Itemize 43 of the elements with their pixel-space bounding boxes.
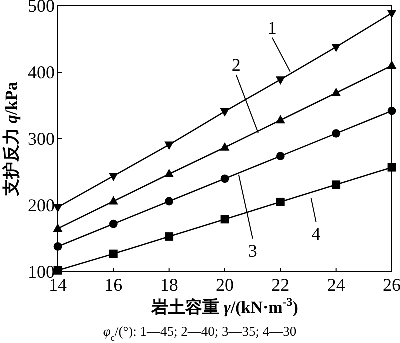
point <box>54 242 62 251</box>
x-axis-title: 岩土容重 γ/(kN·m$^{-3}$) <box>150 295 298 317</box>
x-tick-label: 24 <box>327 275 346 295</box>
point <box>164 169 174 178</box>
point <box>276 115 286 124</box>
y-axis-title: 支护反力 q/kPa <box>2 82 21 197</box>
point <box>332 129 341 138</box>
point <box>220 108 230 117</box>
x-tick-label: 16 <box>104 275 123 295</box>
point <box>220 142 230 151</box>
point <box>220 174 230 184</box>
text: φ$_{c}$/(°): 1—45; 2—40; 3—35; 4—30 <box>103 324 297 343</box>
y-tick-label: 200 <box>28 196 55 216</box>
point <box>332 88 342 96</box>
point <box>388 163 396 172</box>
y-tick-label: 400 <box>28 62 55 82</box>
point <box>387 10 397 19</box>
annotation: 3 <box>248 240 258 261</box>
point <box>164 142 174 150</box>
annotation: 4 <box>312 224 321 244</box>
point <box>387 60 397 70</box>
point <box>54 266 62 275</box>
y-tick-label: 500 <box>28 0 55 16</box>
point <box>276 76 286 86</box>
point <box>388 106 396 116</box>
x-tick-label: 18 <box>160 275 178 295</box>
annotation: 1 <box>268 18 277 38</box>
point <box>165 197 174 206</box>
point <box>332 44 342 52</box>
x-tick-label: 22 <box>272 275 290 295</box>
x-tick-label: 20 <box>216 275 234 295</box>
point <box>108 173 118 182</box>
y-tick-label: 300 <box>28 129 55 149</box>
point <box>109 250 118 258</box>
point <box>109 220 118 228</box>
point <box>332 180 341 190</box>
point <box>108 196 118 205</box>
point <box>220 215 230 224</box>
point <box>276 198 285 206</box>
point <box>276 152 285 160</box>
point <box>53 224 63 232</box>
point <box>165 232 174 241</box>
annotation: 2 <box>232 55 241 76</box>
